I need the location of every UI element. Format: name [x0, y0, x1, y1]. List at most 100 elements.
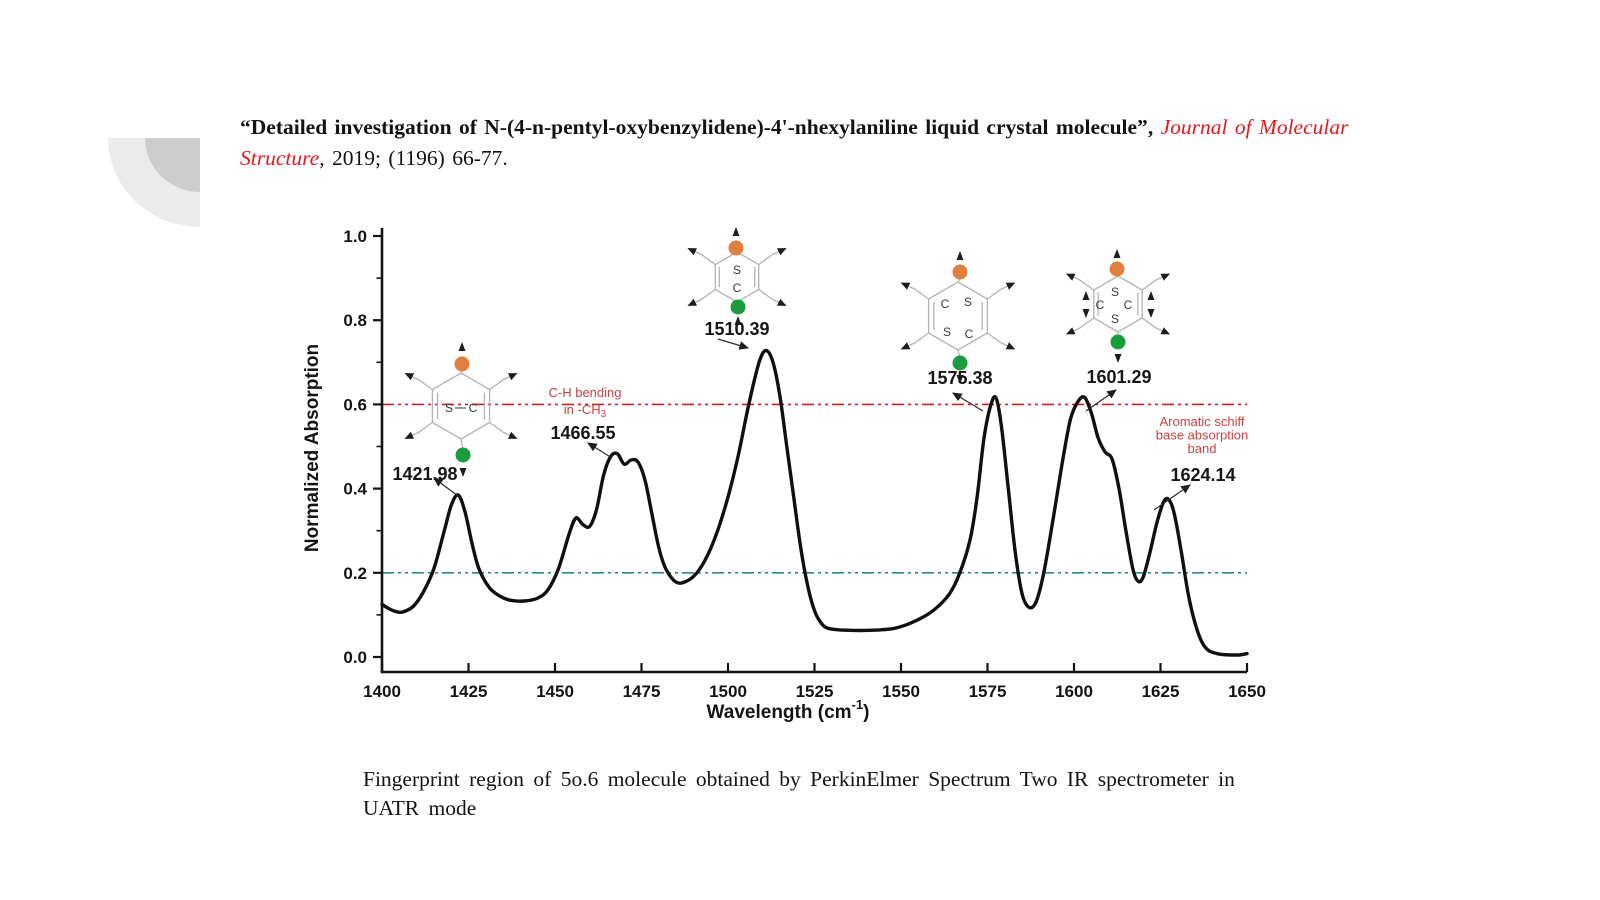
- peak-label-1510: 1510.39: [704, 319, 769, 339]
- x-tick-label: 1650: [1228, 682, 1266, 701]
- vibration-arrow-icon: [458, 342, 466, 351]
- x-tick-label: 1450: [536, 682, 574, 701]
- peak-label-1466: 1466.55: [550, 423, 615, 443]
- title-separator: ,: [1147, 115, 1161, 139]
- green-atom-dot: [730, 299, 746, 315]
- y-axis-label: Normalized Absorption: [302, 344, 323, 552]
- orange-atom-dot: [1109, 261, 1125, 277]
- peak-arrow-1510: [717, 338, 750, 350]
- vibration-branch: [1065, 317, 1095, 335]
- vibration-arrow-icon: [732, 227, 740, 236]
- vibration-arrow-icon: [1082, 309, 1090, 318]
- bond-stem: [460, 438, 464, 450]
- atom-label: C: [469, 401, 478, 415]
- peak-arrow-1421: [433, 477, 459, 497]
- atom-label: S: [943, 325, 951, 339]
- peak-label-1421: 1421.98: [392, 464, 457, 484]
- x-tick-label: 1500: [709, 682, 747, 701]
- vibration-branch: [1141, 317, 1171, 335]
- axis-ticks: 1400 1425 1450 1475 1500 1525 1550 1575 1600 1625…: [343, 227, 1266, 701]
- x-tick-label: 1525: [796, 682, 834, 701]
- atom-label: S: [445, 401, 453, 415]
- molecule-diagram: SC CS: [1065, 249, 1171, 363]
- vibration-arrow-icon: [1147, 291, 1155, 300]
- peak-arrow-1575: [952, 392, 984, 412]
- spectrum-curve: [380, 348, 1249, 657]
- atom-label: S: [964, 295, 972, 309]
- vibration-arrow-icon: [459, 468, 467, 477]
- atom-label: C: [1096, 298, 1105, 312]
- molecule-diagram: SC: [687, 227, 787, 325]
- vibration-arrow-icon: [956, 251, 964, 260]
- vibration-arrow-icon: [956, 375, 964, 384]
- x-axis-label: Wavelength (cm-1): [707, 697, 870, 723]
- y-tick-label: 0.4: [343, 480, 367, 499]
- vibration-branch: [489, 372, 518, 391]
- benzene-ring: [431, 372, 491, 440]
- y-tick-label: 0.8: [343, 311, 367, 330]
- journal-name: Journal of Molecular Structure: [240, 115, 1349, 170]
- vibration-branch: [404, 421, 433, 440]
- x-tick-label: 1600: [1055, 682, 1093, 701]
- peak-arrow-1466: [587, 442, 613, 459]
- atom-label: S: [733, 263, 741, 277]
- atom-label: S: [1111, 312, 1119, 326]
- molecule-diagram: C SS C: [900, 251, 1016, 384]
- y-tick-label: 0.2: [343, 564, 367, 583]
- atom-label: C: [1124, 298, 1133, 312]
- reference-title: “Detailed investigation of N-(4-n-pentyl…: [240, 112, 1355, 174]
- peak-label-1575: 1575.38: [927, 368, 992, 388]
- vibration-branch: [687, 247, 716, 266]
- annotation-ch-bending: C-H bending in -CH3: [549, 385, 622, 420]
- y-tick-label: 0.6: [343, 395, 367, 414]
- vibration-arrow-icon: [1082, 291, 1090, 300]
- atom-label: S: [1111, 285, 1119, 299]
- orange-atom-dot: [952, 264, 968, 280]
- vibration-branch: [987, 282, 1016, 300]
- figure-caption: Fingerprint region of 5o.6 molecule obta…: [363, 767, 1235, 820]
- title-citation-suffix: , 2019; (1196) 66-77.: [319, 146, 508, 170]
- x-tick-label: 1575: [969, 682, 1007, 701]
- atom-label: C: [965, 327, 974, 341]
- green-atom-dot: [455, 447, 471, 463]
- vibration-branch: [758, 288, 787, 307]
- x-tick-label: 1400: [363, 682, 401, 701]
- x-tick-label: 1475: [623, 682, 661, 701]
- vibration-arrow-icon: [1147, 309, 1155, 318]
- vibration-branch: [687, 288, 716, 307]
- peak-arrow-1601: [1085, 389, 1117, 412]
- vibration-branch: [987, 332, 1016, 350]
- orange-atom-dot: [728, 240, 744, 256]
- vibration-arrow-icon: [1114, 354, 1122, 363]
- y-tick-label: 1.0: [343, 227, 367, 246]
- vibration-branch: [900, 282, 929, 300]
- x-tick-label: 1625: [1142, 682, 1180, 701]
- x-tick-label: 1425: [450, 682, 488, 701]
- vibration-branch: [900, 332, 929, 350]
- vibration-branch: [1141, 273, 1171, 291]
- vibration-arrow-icon: [734, 316, 742, 325]
- peak-label-1601: 1601.29: [1086, 367, 1151, 387]
- vibration-branch: [758, 247, 787, 266]
- orange-atom-dot: [454, 356, 470, 372]
- green-atom-dot: [1110, 334, 1126, 350]
- benzene-ring: [927, 281, 989, 351]
- ir-spectrum-chart: 1400 1425 1450 1475 1500 1525 1550 1575 1600 1625…: [302, 227, 1266, 723]
- annotation-schiff-band: Aromatic schiff base absorption band: [1156, 414, 1249, 456]
- y-tick-label: 0.0: [343, 648, 367, 667]
- peak-label-1624: 1624.14: [1170, 465, 1235, 485]
- x-tick-label: 1550: [882, 682, 920, 701]
- vibration-branch: [1065, 273, 1095, 291]
- reference-lines: [382, 403, 1247, 574]
- peak-arrow-1624: [1153, 484, 1191, 511]
- title-quoted-text: “Detailed investigation of N-(4-n-pentyl…: [240, 115, 1148, 139]
- vibration-branch: [404, 372, 433, 391]
- atom-label: C: [733, 281, 742, 295]
- atom-label: C: [941, 297, 950, 311]
- vibration-arrow-icon: [1113, 249, 1121, 258]
- green-atom-dot: [952, 355, 968, 371]
- vibration-branch: [489, 421, 518, 440]
